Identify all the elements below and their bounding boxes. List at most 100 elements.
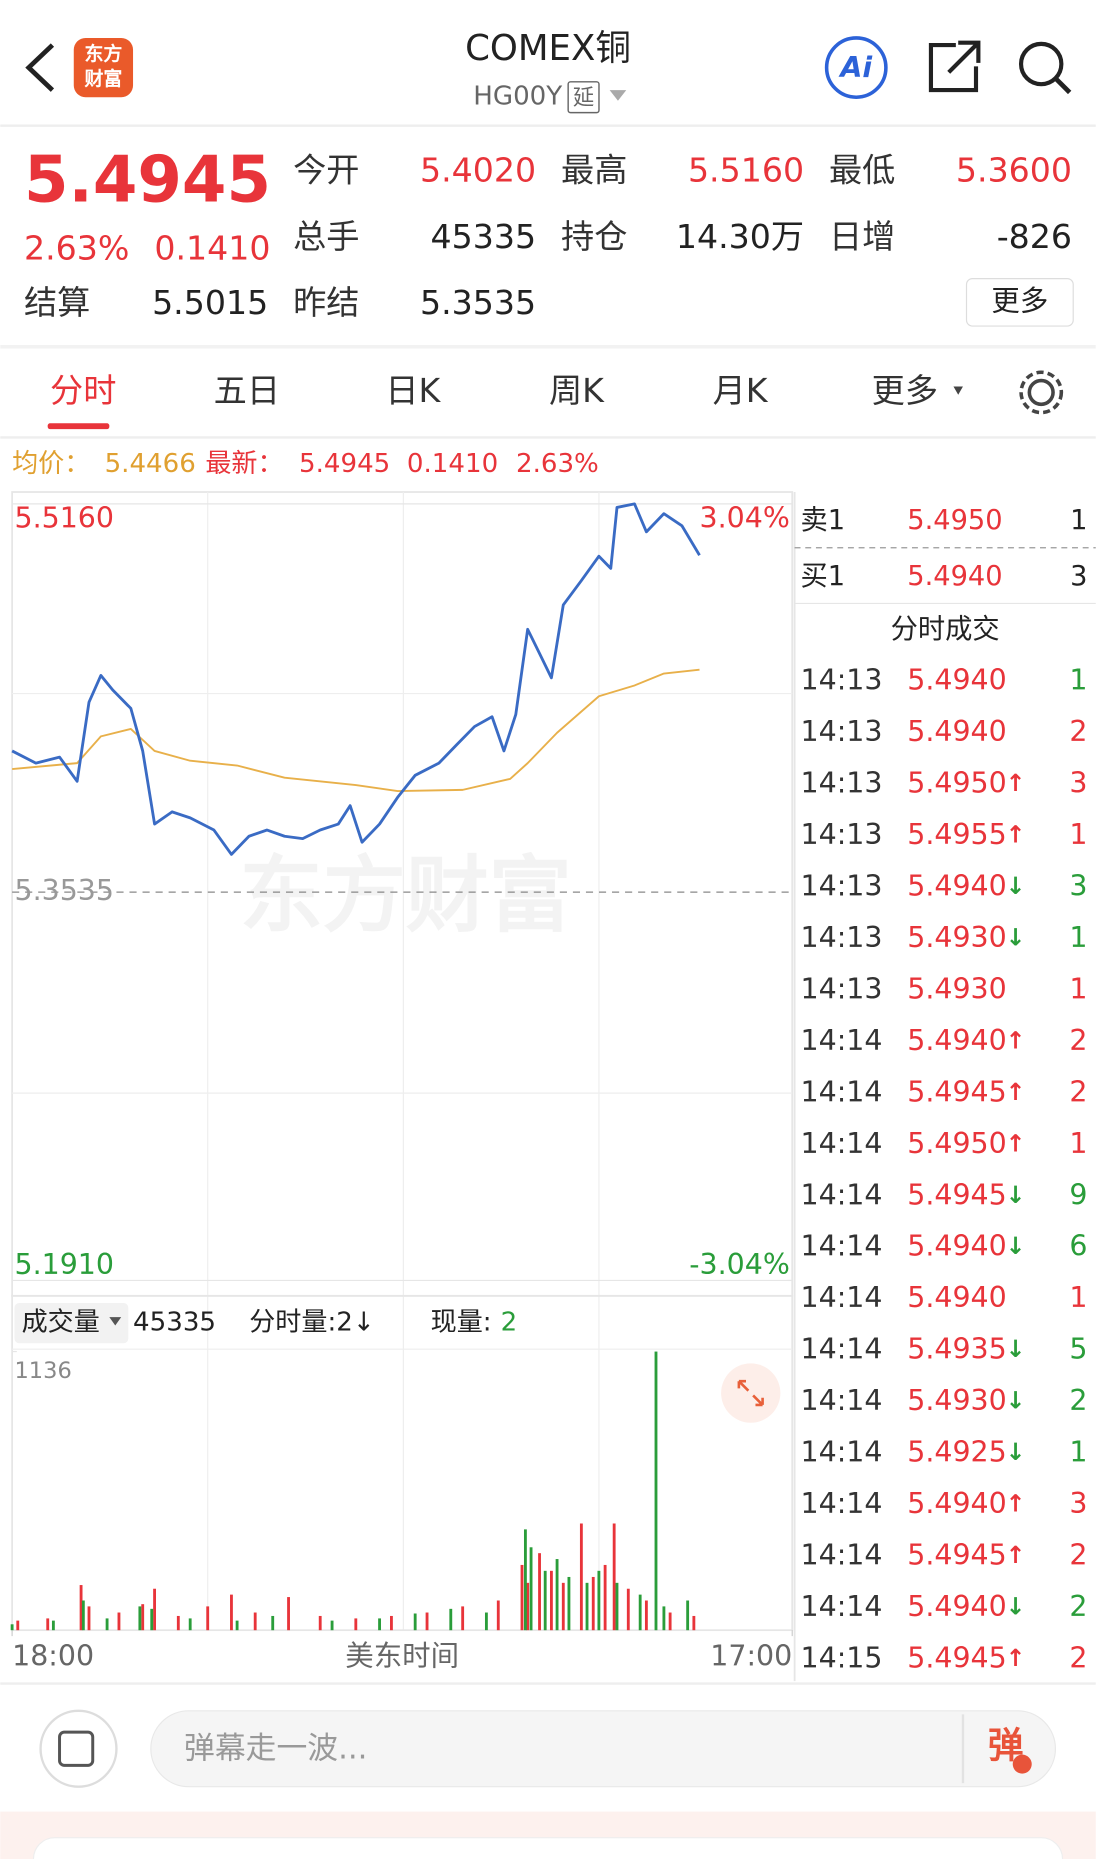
expand-icon [737, 1379, 764, 1407]
trade-volume: 1 [1069, 664, 1087, 697]
tab[interactable]: 月K [713, 371, 769, 410]
trade-arrow: ↓ [1006, 1181, 1026, 1209]
field-label: 结算 [24, 283, 90, 322]
volume-bar [235, 1620, 239, 1631]
trade-arrow: ↑ [1006, 1489, 1026, 1517]
danmu-badge [1012, 1754, 1032, 1774]
settings-button[interactable] [1027, 378, 1055, 407]
more-button[interactable] [965, 278, 1074, 327]
tab[interactable]: 分时 [50, 371, 116, 410]
trade-volume: 6 [1069, 1230, 1087, 1263]
y-tick-label: 5.5160 [14, 501, 114, 534]
volume-bar [51, 1620, 55, 1631]
tab[interactable]: 五日 [214, 371, 280, 410]
expand-button[interactable] [721, 1363, 781, 1423]
trade-price: 5.4930 [907, 921, 1007, 954]
ai-button[interactable] [824, 36, 888, 99]
volume-label: 成交量 [22, 1308, 100, 1338]
trade-time: 14:14 [801, 1230, 883, 1263]
code: HG00Y [473, 82, 562, 112]
comment-input[interactable] [150, 1710, 1057, 1788]
divider [0, 345, 1096, 349]
trade-price: 5.4940 [907, 1281, 1007, 1314]
tab[interactable]: 日K [385, 371, 441, 410]
share-button[interactable] [928, 40, 981, 93]
trade-arrow: ↑ [1006, 1078, 1026, 1106]
ai-text: Ai [838, 51, 873, 84]
current-volume-label: 现量: [431, 1308, 492, 1338]
logo[interactable] [73, 37, 134, 98]
volume-bar [81, 1600, 85, 1631]
comment-list-button[interactable] [39, 1709, 118, 1788]
field-label: 持仓 [561, 217, 627, 256]
volume-bar [603, 1564, 607, 1631]
trade-volume: 2 [1069, 715, 1087, 748]
volume-selector[interactable] [14, 1302, 129, 1344]
trade-time: 14:14 [801, 1075, 883, 1108]
trade-price: 5.4955 [907, 818, 1007, 851]
volume-bar [579, 1523, 583, 1631]
trade-volume: 3 [1069, 1487, 1087, 1520]
latest-change: 0.1410 [407, 449, 498, 479]
change-pct: 2.63% [24, 229, 129, 268]
field-value: 5.3535 [420, 283, 536, 322]
tab-indicator [47, 423, 110, 430]
x-axis-label: 美东时间 [345, 1639, 459, 1672]
trade-time: 14:15 [801, 1641, 883, 1674]
trade-time: 14:14 [801, 1127, 883, 1160]
footer: 弹幕走一波... 弹 [0, 1682, 1096, 1859]
trade-volume: 2 [1069, 1590, 1087, 1623]
volume-chart: 1136 [10, 1350, 696, 1631]
trade-time: 14:14 [801, 1590, 883, 1623]
trade-time: 14:14 [801, 1384, 883, 1417]
back-button[interactable] [25, 43, 55, 92]
y2-tick-label: -3.04% [689, 1248, 790, 1281]
volume-bar [662, 1606, 666, 1631]
trade-arrow: ↓ [1006, 1387, 1026, 1415]
change: 0.1410 [154, 229, 270, 268]
search-button[interactable] [1018, 41, 1064, 87]
quote-panel: 5.4945 2.63% 0.1410 更多 今开 5.4020 最高 5.5160 最… [24, 143, 1074, 327]
watermark: 东方财富 [240, 847, 572, 944]
tab[interactable]: 更多 [872, 371, 938, 410]
trade-arrow: ↑ [1006, 1541, 1026, 1569]
trade-time: 14:13 [801, 767, 883, 800]
x-tick-label: 18:00 [12, 1639, 94, 1672]
volume-bar [543, 1570, 547, 1631]
tab[interactable]: 周K [549, 371, 605, 410]
legend: 均价： 5.4466 最新： 5.4945 0.1410 2.63% [12, 449, 599, 479]
ask-volume: 1 [1070, 505, 1087, 536]
dropdown-arrow[interactable] [609, 90, 627, 101]
latest-value: 5.4945 [299, 449, 390, 479]
trade-time: 14:14 [801, 1487, 883, 1520]
y-tick-label: 1136 [14, 1358, 71, 1384]
trade-time: 14:13 [801, 870, 883, 903]
trades-title: 分时成交 [891, 614, 1000, 645]
trade-price: 5.4940 [907, 1487, 1007, 1520]
avg-label: 均价： [12, 449, 90, 479]
minute-volume: 分时量:2↓ [249, 1308, 374, 1338]
volume-bar [390, 1615, 393, 1631]
volume-bar [287, 1597, 290, 1631]
volume-bar [16, 1620, 20, 1631]
volume-bar [413, 1613, 417, 1631]
volume-bar [597, 1570, 601, 1631]
trade-volume: 9 [1069, 1178, 1087, 1211]
volume-bar [461, 1606, 465, 1631]
trade-price: 5.4950 [907, 1127, 1007, 1160]
trade-time: 14:14 [801, 1436, 883, 1469]
trade-time: 14:14 [801, 1333, 883, 1366]
last-price: 5.4945 [24, 143, 271, 217]
trade-volume: 3 [1069, 870, 1087, 903]
volume-bar [555, 1559, 559, 1631]
trade-volume: 5 [1069, 1333, 1087, 1366]
avg-value: 5.4466 [105, 449, 196, 479]
trade-arrow: ↓ [1006, 923, 1026, 951]
trade-price: 5.4940 [907, 1024, 1007, 1057]
ask-label: 卖1 [801, 505, 846, 536]
volume-bar [686, 1600, 690, 1631]
y-tick-label: 5.1910 [14, 1248, 114, 1281]
trade-price: 5.4945 [907, 1641, 1007, 1674]
volume-bar [188, 1618, 192, 1631]
